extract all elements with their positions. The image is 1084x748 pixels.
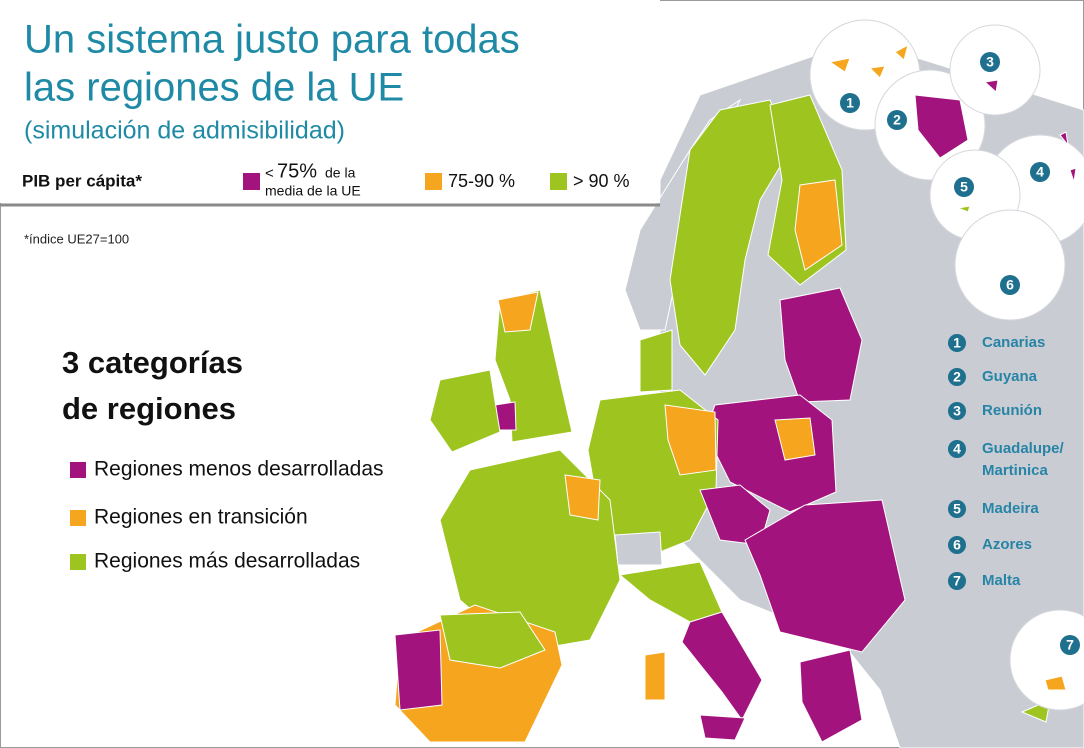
map-badge-number: 4	[1036, 164, 1044, 180]
map-badge-number: 6	[1006, 277, 1014, 293]
legend-text: > 90 %	[573, 171, 630, 191]
list-name: Malta	[982, 572, 1021, 589]
list-badge-number: 3	[953, 403, 961, 419]
list-badge-number: 1	[953, 335, 961, 351]
portugal	[395, 630, 442, 710]
list-badge-number: 6	[953, 537, 961, 553]
category-label: Regiones en transición	[94, 506, 308, 529]
legend-value: 75%	[277, 160, 317, 182]
legend-label: PIB per cápita*	[22, 171, 142, 190]
map-badge-number: 5	[960, 179, 968, 195]
list-badge-number: 4	[953, 441, 961, 457]
categories-heading: 3 categorías	[62, 345, 243, 380]
title-line: Un sistema justo para todas	[24, 18, 520, 62]
legend-swatch	[425, 173, 442, 190]
category-swatch	[70, 462, 86, 478]
infographic: 1 2 3 4 5 6 7 1 Canarias 2 Guyana 3 Reunión 4 Guadalu…	[0, 0, 1084, 748]
list-badge-number: 2	[953, 369, 961, 385]
map-badge-number: 2	[893, 112, 901, 128]
legend-prefix: <	[265, 165, 274, 182]
title-line: las regiones de la UE	[24, 66, 404, 110]
list-name: Canarias	[982, 334, 1045, 351]
footnote: *índice UE27=100	[24, 231, 129, 246]
inset-azores	[955, 210, 1065, 320]
map-badge-number: 3	[986, 54, 994, 70]
category-swatch	[70, 554, 86, 570]
legend-swatch	[243, 173, 260, 190]
categories-heading: de regiones	[62, 391, 236, 426]
category-swatch	[70, 510, 86, 526]
denmark	[640, 330, 672, 392]
list-name: Guadalupe/	[982, 440, 1065, 457]
list-name: Reunión	[982, 402, 1042, 419]
legend-text: media de la UE	[265, 183, 361, 199]
legend-text: de la	[325, 165, 356, 181]
legend-swatch	[550, 173, 567, 190]
list-badge-number: 5	[953, 501, 961, 517]
map-badge-number: 1	[846, 95, 854, 111]
legend-text: 75-90 %	[448, 171, 515, 191]
list-name: Guyana	[982, 368, 1038, 385]
subtitle: (simulación de admisibilidad)	[24, 117, 345, 145]
sardinia	[645, 652, 665, 700]
category-label: Regiones menos desarrolladas	[94, 458, 384, 481]
list-badge-number: 7	[953, 573, 961, 589]
map-badge-number: 7	[1066, 637, 1074, 653]
list-name: Azores	[982, 536, 1032, 553]
list-name: Madeira	[982, 500, 1039, 517]
category-label: Regiones más desarrolladas	[94, 550, 360, 573]
list-name: Martinica	[982, 462, 1049, 479]
switzerland	[615, 532, 662, 565]
france-transition	[565, 475, 600, 520]
